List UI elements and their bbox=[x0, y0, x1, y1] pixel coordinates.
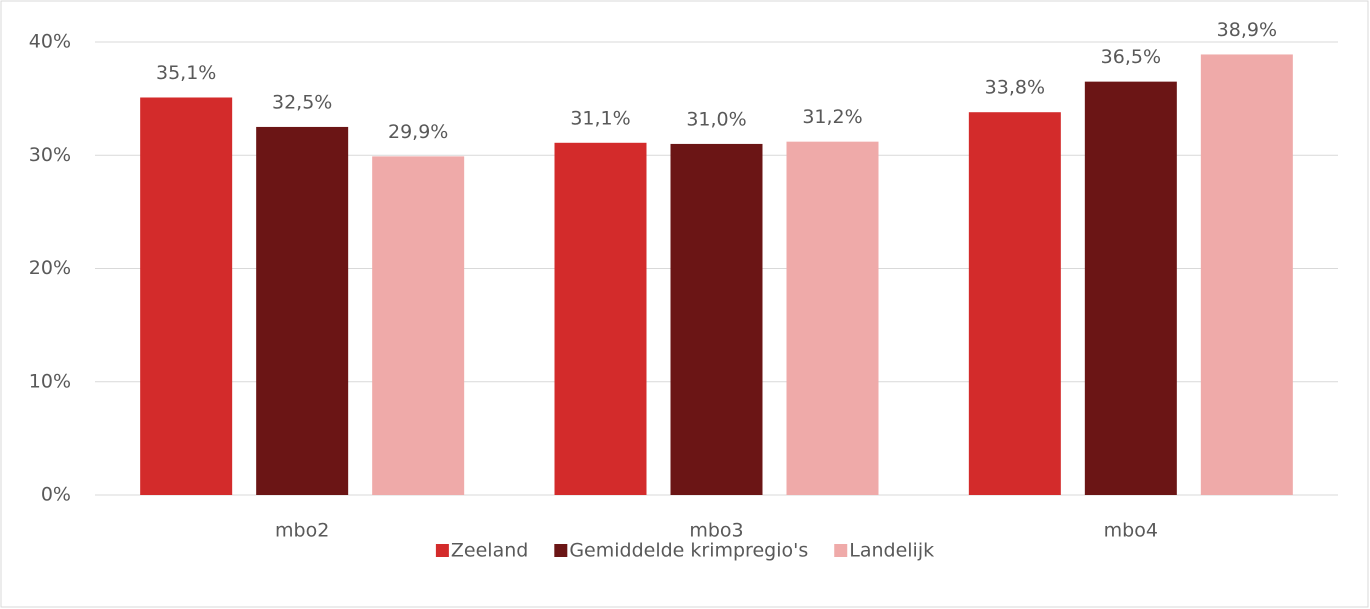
bar bbox=[140, 97, 233, 496]
x-tick-label: mbo4 bbox=[1104, 520, 1158, 542]
y-tick-label: 10% bbox=[29, 370, 71, 392]
legend-label: Zeeland bbox=[451, 540, 528, 562]
y-tick-label: 30% bbox=[29, 144, 71, 166]
data-label: 32,5% bbox=[272, 91, 332, 113]
data-label: 36,5% bbox=[1101, 46, 1161, 68]
y-tick-label: 0% bbox=[41, 484, 71, 506]
bar bbox=[1084, 81, 1177, 495]
data-label: 35,1% bbox=[156, 62, 216, 84]
data-label: 31,1% bbox=[570, 107, 630, 129]
legend-swatch bbox=[834, 544, 848, 557]
data-label: 29,9% bbox=[388, 121, 448, 143]
data-label: 38,9% bbox=[1217, 19, 1277, 41]
x-tick-label: mbo2 bbox=[275, 520, 329, 542]
bar bbox=[256, 126, 349, 495]
y-tick-label: 40% bbox=[29, 31, 71, 53]
legend-label: Landelijk bbox=[849, 540, 934, 562]
bar bbox=[554, 142, 647, 496]
data-label: 33,8% bbox=[985, 77, 1045, 99]
y-tick-label: 20% bbox=[29, 257, 71, 279]
data-label: 31,0% bbox=[686, 108, 746, 130]
bar bbox=[968, 112, 1061, 495]
legend-swatch bbox=[435, 544, 449, 557]
bar bbox=[786, 141, 879, 495]
legend-label: Gemiddelde krimpregio's bbox=[569, 540, 808, 562]
bar bbox=[1200, 54, 1293, 496]
bar bbox=[372, 156, 465, 495]
legend-swatch bbox=[554, 544, 568, 557]
data-label: 31,2% bbox=[802, 106, 862, 128]
bar bbox=[670, 143, 763, 496]
x-tick-label: mbo3 bbox=[689, 520, 743, 542]
